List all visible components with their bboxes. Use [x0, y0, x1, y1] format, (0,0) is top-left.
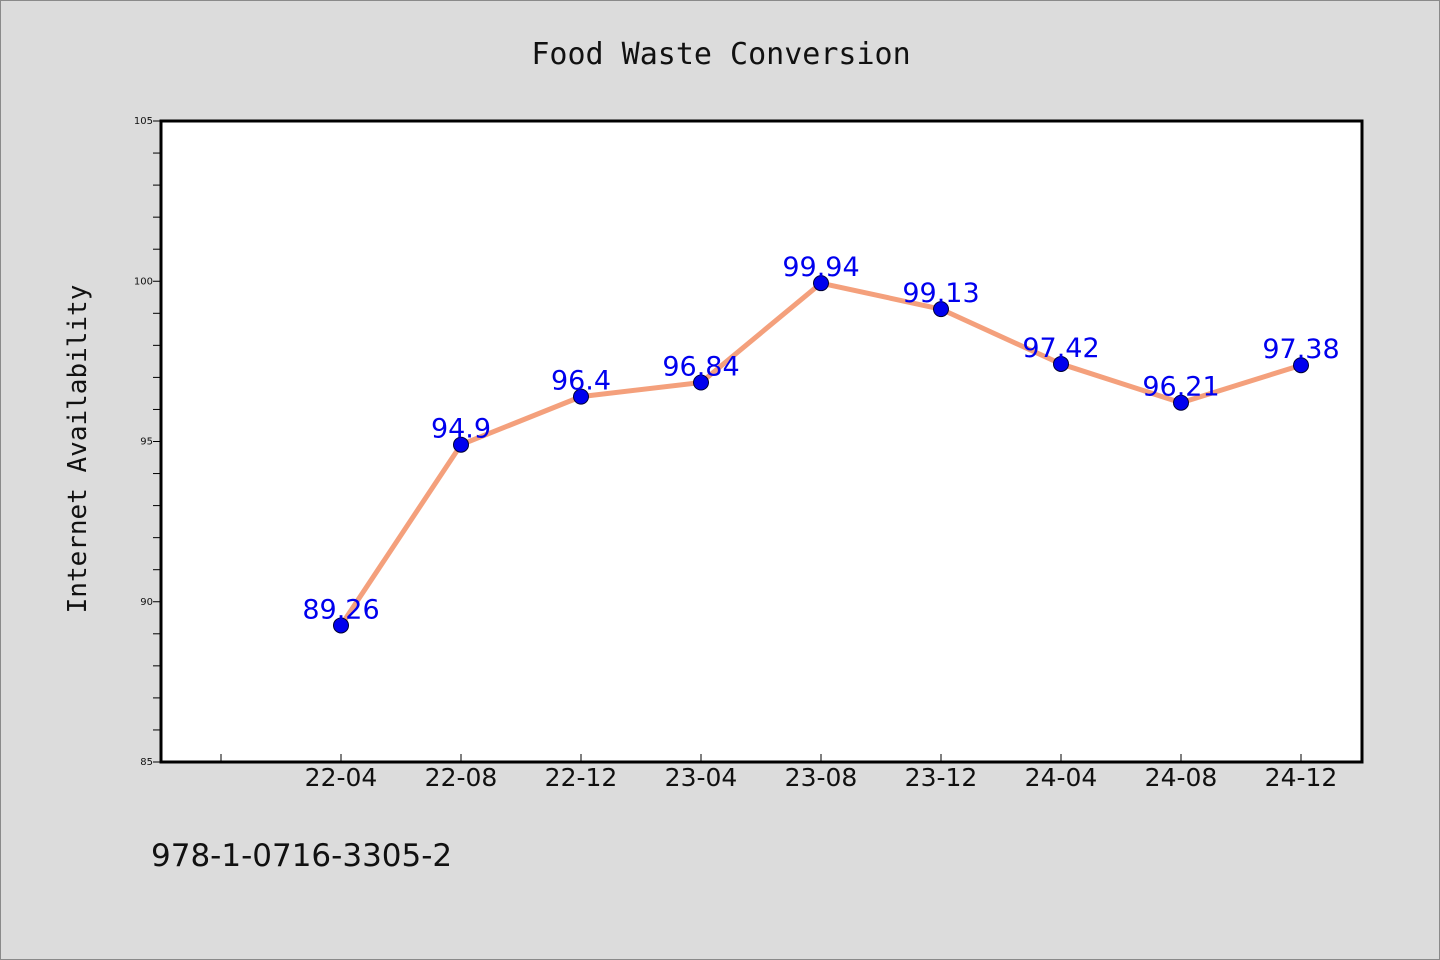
x-tick-label: 23-08 — [785, 763, 858, 792]
data-point — [1293, 357, 1309, 374]
y-tick-label: 105 — [134, 116, 153, 127]
x-tick-label: 22-12 — [545, 763, 618, 792]
data-point — [1173, 394, 1189, 411]
x-tick-label: 22-04 — [305, 763, 378, 792]
x-axis: 22-04 22-08 22-12 23-04 23-08 23-12 24-04 24-08… — [220, 754, 1338, 792]
y-axis: 85 90 95 100 105 — [134, 116, 161, 768]
x-tick-label: 24-08 — [1145, 763, 1218, 792]
y-tick-label: 85 — [140, 757, 153, 768]
x-tick-label: 22-08 — [425, 763, 498, 792]
data-point — [1053, 355, 1069, 372]
y-tick-label: 100 — [134, 276, 153, 287]
data-point — [573, 388, 589, 405]
data-point — [333, 617, 349, 634]
data-label: 96.4 — [551, 366, 611, 397]
y-tick-label: 90 — [140, 597, 153, 608]
x-tick-label: 23-04 — [665, 763, 738, 792]
data-label: 96.21 — [1142, 372, 1219, 403]
x-tick-label: 23-12 — [905, 763, 978, 792]
data-point — [693, 374, 709, 391]
plot-area — [159, 119, 1364, 764]
data-label: 99.13 — [902, 278, 979, 309]
y-axis-label: Internet Availability — [63, 285, 93, 614]
data-point — [813, 275, 829, 292]
chart-title: Food Waste Conversion — [531, 37, 910, 72]
data-labels: 89.26 94.9 96.4 96.84 99.94 99.13 97.42 96.21 97… — [302, 252, 1339, 625]
x-tick-label: 24-04 — [1025, 763, 1098, 792]
data-point — [933, 301, 949, 318]
x-tick-label: 24-12 — [1265, 763, 1338, 792]
data-point — [453, 436, 469, 453]
series-layer — [333, 275, 1309, 634]
data-label: 89.26 — [302, 594, 379, 625]
y-tick-label: 95 — [140, 437, 153, 448]
data-label: 97.42 — [1022, 333, 1099, 364]
data-label: 94.9 — [431, 414, 491, 445]
data-label: 99.94 — [782, 252, 859, 283]
data-label: 96.84 — [662, 352, 739, 383]
data-label: 97.38 — [1262, 334, 1339, 365]
footnote-isbn: 978-1-0716-3305-2 — [151, 838, 452, 874]
